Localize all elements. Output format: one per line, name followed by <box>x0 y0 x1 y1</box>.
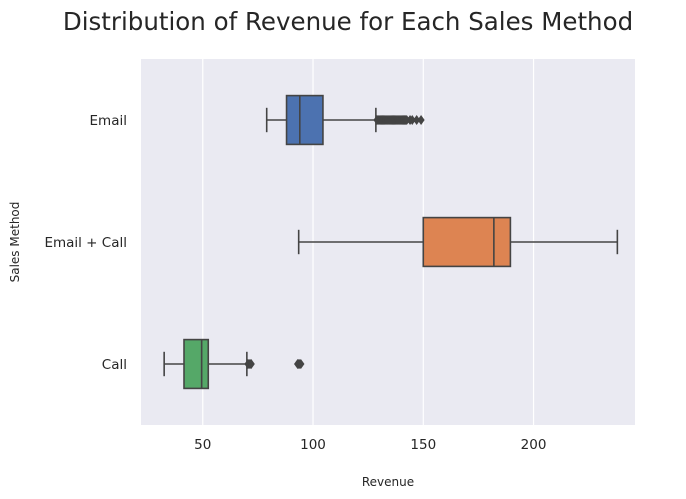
box-iqr <box>422 216 512 268</box>
x-tick-label: 150 <box>410 437 436 453</box>
y-tick-label: Email <box>90 113 127 129</box>
x-axis-label: Revenue <box>362 475 414 489</box>
outlier-point <box>247 358 255 370</box>
outlier-point <box>417 114 425 126</box>
box-iqr <box>183 338 210 390</box>
y-tick-label: Email + Call <box>44 235 127 251</box>
x-tick-label: 50 <box>194 437 211 453</box>
y-axis-label: Sales Method <box>8 202 22 283</box>
axis-ticks: 50 100 150 200 Email Email + Call Call <box>44 113 546 453</box>
y-tick-label: Call <box>102 357 127 373</box>
outlier-point <box>297 358 305 370</box>
x-tick-label: 200 <box>521 437 547 453</box>
x-tick-label: 100 <box>300 437 326 453</box>
box-group <box>265 94 425 146</box>
box-group <box>297 216 619 268</box>
box-iqr <box>285 94 324 146</box>
box-group <box>163 338 305 390</box>
chart-title: Distribution of Revenue for Each Sales M… <box>63 7 633 36</box>
box-series <box>163 94 619 390</box>
